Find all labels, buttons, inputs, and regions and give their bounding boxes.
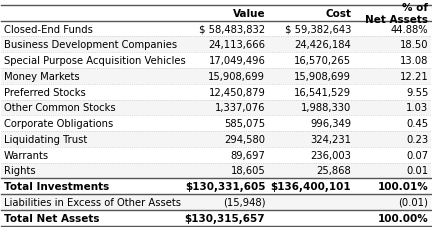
- Text: 12.21: 12.21: [400, 72, 429, 81]
- Text: 18.50: 18.50: [400, 40, 429, 50]
- Text: Total Net Assets: Total Net Assets: [3, 213, 99, 223]
- Text: 0.45: 0.45: [407, 119, 429, 128]
- Text: 16,570,265: 16,570,265: [294, 56, 351, 66]
- Bar: [1, 84, 431, 100]
- Text: 18,605: 18,605: [231, 166, 265, 176]
- Bar: [1, 194, 431, 210]
- Bar: [1, 178, 431, 194]
- Text: 16,541,529: 16,541,529: [294, 87, 351, 97]
- Text: Value: Value: [233, 9, 265, 19]
- Bar: [1, 69, 431, 84]
- Text: 24,113,666: 24,113,666: [208, 40, 265, 50]
- Bar: [1, 131, 431, 147]
- Text: 294,580: 294,580: [224, 134, 265, 144]
- Text: 15,908,699: 15,908,699: [294, 72, 351, 81]
- Text: 0.23: 0.23: [407, 134, 429, 144]
- Text: 585,075: 585,075: [224, 119, 265, 128]
- Text: Corporate Obligations: Corporate Obligations: [3, 119, 113, 128]
- Text: Warrants: Warrants: [3, 150, 49, 160]
- Text: $130,315,657: $130,315,657: [185, 213, 265, 223]
- Text: Other Common Stocks: Other Common Stocks: [3, 103, 115, 113]
- Text: $ 59,382,643: $ 59,382,643: [285, 25, 351, 35]
- Text: 24,426,184: 24,426,184: [295, 40, 351, 50]
- Text: 89,697: 89,697: [231, 150, 265, 160]
- Text: Rights: Rights: [3, 166, 35, 176]
- Text: Money Markets: Money Markets: [3, 72, 79, 81]
- Text: 0.07: 0.07: [407, 150, 429, 160]
- Text: 13.08: 13.08: [400, 56, 429, 66]
- Bar: [1, 100, 431, 116]
- Text: 25,868: 25,868: [317, 166, 351, 176]
- Text: 1,337,076: 1,337,076: [215, 103, 265, 113]
- Text: 15,908,699: 15,908,699: [208, 72, 265, 81]
- Bar: [1, 116, 431, 131]
- Text: 324,231: 324,231: [310, 134, 351, 144]
- Text: Closed-End Funds: Closed-End Funds: [3, 25, 92, 35]
- Text: Special Purpose Acquisition Vehicles: Special Purpose Acquisition Vehicles: [3, 56, 185, 66]
- Text: 1.03: 1.03: [407, 103, 429, 113]
- Text: 1,988,330: 1,988,330: [301, 103, 351, 113]
- Bar: [1, 53, 431, 69]
- Text: 100.01%: 100.01%: [378, 181, 429, 191]
- Text: Cost: Cost: [325, 9, 351, 19]
- Text: 9.55: 9.55: [406, 87, 429, 97]
- Bar: [1, 163, 431, 178]
- Text: Total Investments: Total Investments: [3, 181, 109, 191]
- Text: Business Development Companies: Business Development Companies: [3, 40, 177, 50]
- Text: Preferred Stocks: Preferred Stocks: [3, 87, 85, 97]
- Text: 996,349: 996,349: [310, 119, 351, 128]
- Bar: [1, 147, 431, 163]
- Bar: [1, 6, 431, 22]
- Bar: [1, 210, 431, 226]
- Text: (0.01): (0.01): [399, 197, 429, 207]
- Text: $130,331,605: $130,331,605: [185, 181, 265, 191]
- Text: $136,400,101: $136,400,101: [270, 181, 351, 191]
- Text: Liquidating Trust: Liquidating Trust: [3, 134, 87, 144]
- Text: $ 58,483,832: $ 58,483,832: [199, 25, 265, 35]
- Text: % of
Net Assets: % of Net Assets: [365, 3, 429, 25]
- Text: (15,948): (15,948): [223, 197, 265, 207]
- Text: 0.01: 0.01: [407, 166, 429, 176]
- Text: 17,049,496: 17,049,496: [209, 56, 265, 66]
- Text: 100.00%: 100.00%: [378, 213, 429, 223]
- Text: 236,003: 236,003: [310, 150, 351, 160]
- Text: Liabilities in Excess of Other Assets: Liabilities in Excess of Other Assets: [3, 197, 181, 207]
- Bar: [1, 37, 431, 53]
- Text: 12,450,879: 12,450,879: [209, 87, 265, 97]
- Text: 44.88%: 44.88%: [391, 25, 429, 35]
- Bar: [1, 22, 431, 37]
